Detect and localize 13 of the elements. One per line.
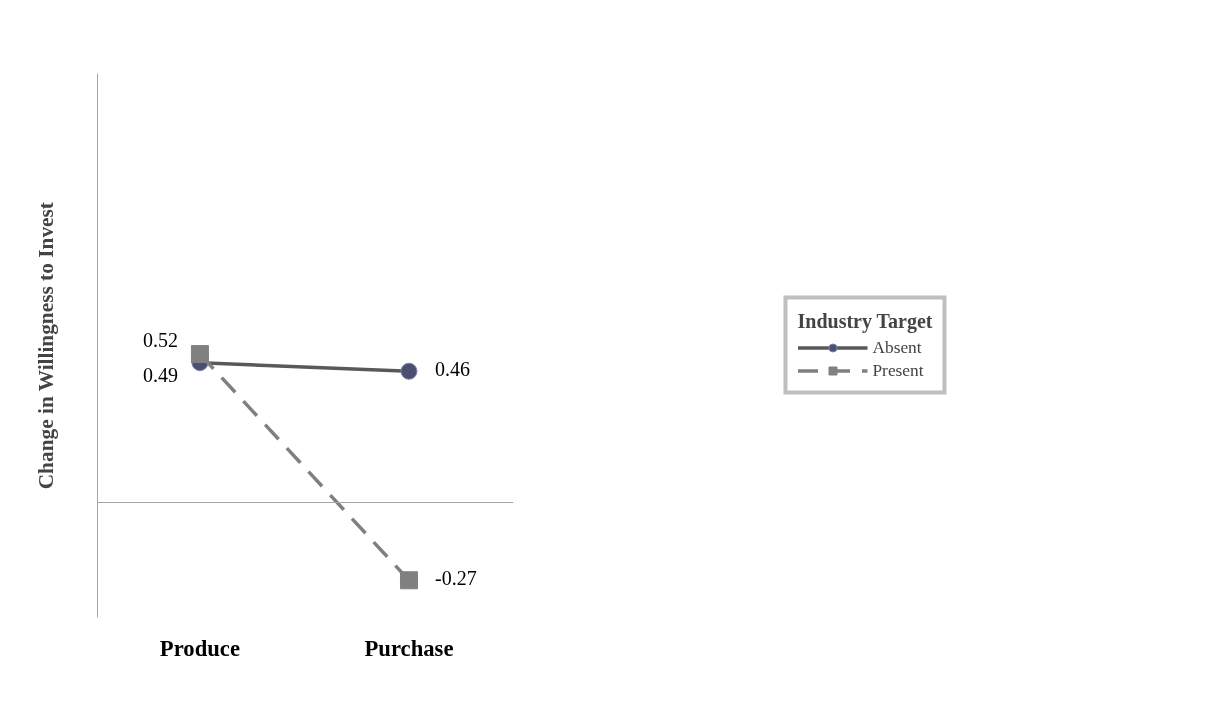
data-label: 0.49 [142,363,178,386]
x-tick-label: Purchase [364,635,454,661]
data-label: 0.52 [142,329,178,352]
legend-label: Present [872,360,924,381]
point [399,571,418,590]
legend-title: Industry Target [797,309,933,333]
data-label: -0.27 [434,567,477,590]
y-axis-title: Change in Willingness to Invest [33,201,58,490]
legend-label: Absent [872,337,922,358]
point [190,345,209,364]
data-label: 0.46 [434,358,470,381]
point [400,362,418,380]
x-tick-label: Produce [159,635,241,661]
